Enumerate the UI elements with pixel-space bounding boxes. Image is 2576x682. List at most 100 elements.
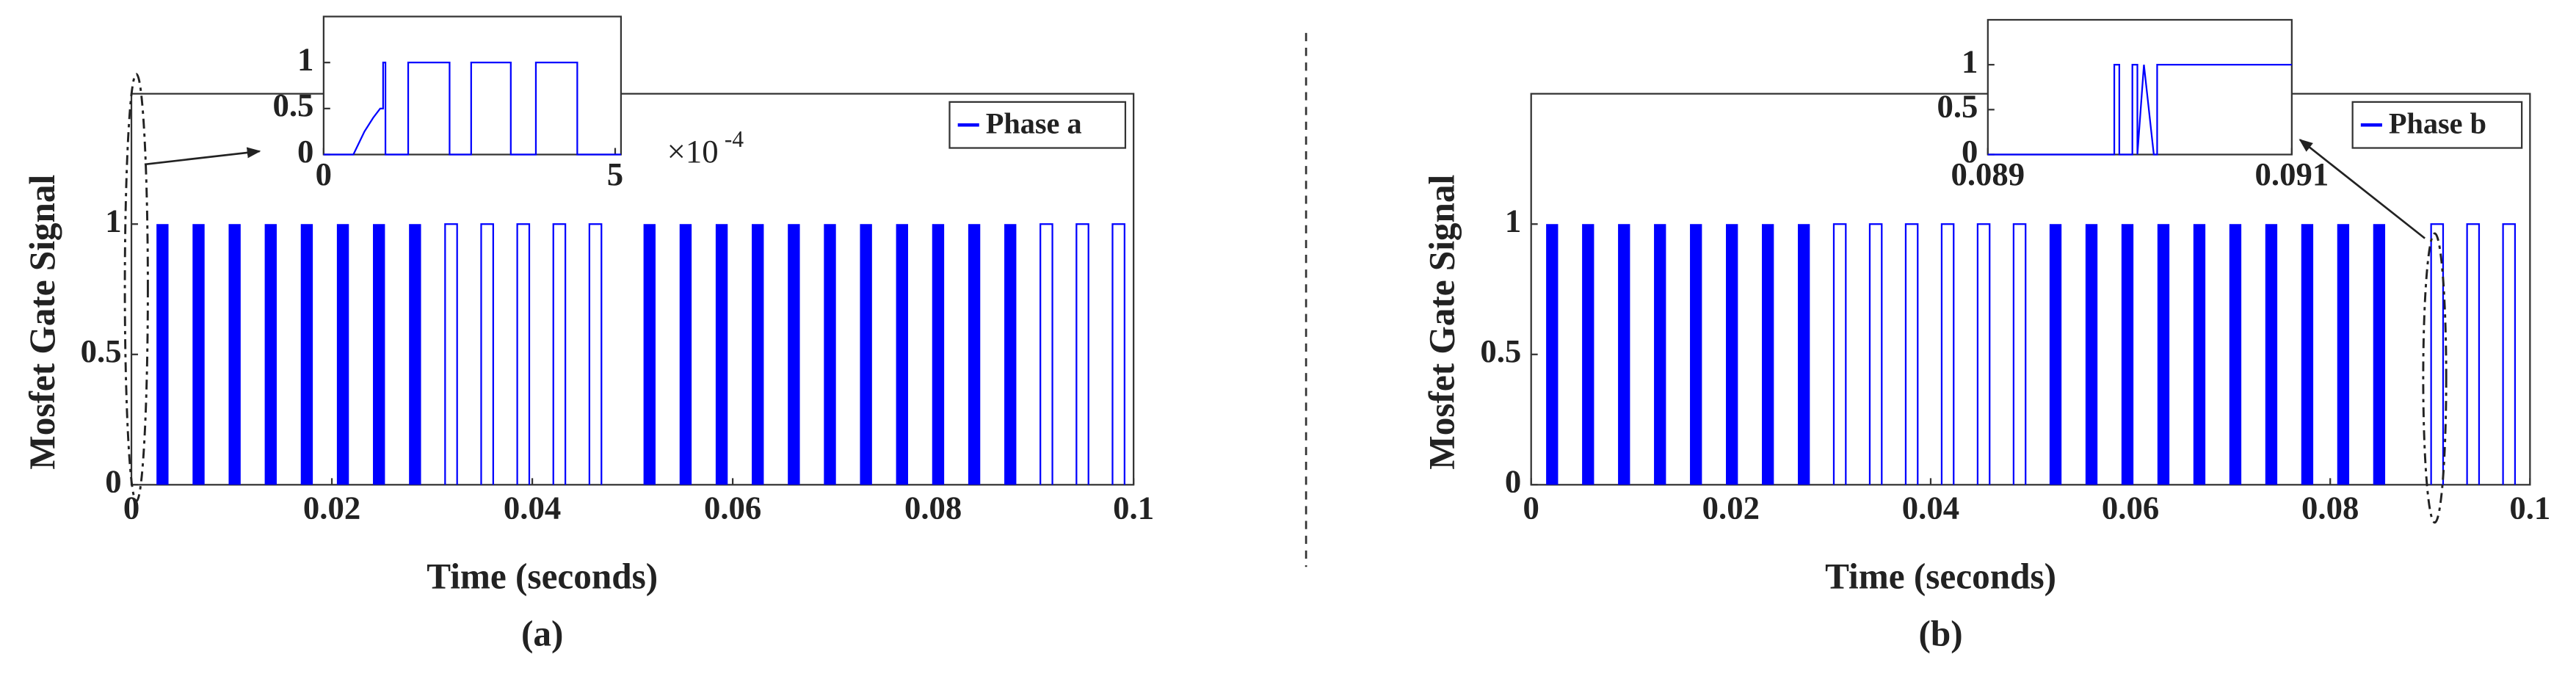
x-tick-label: 0 [1523, 489, 1539, 526]
pulse [1868, 223, 1883, 485]
y-tick-label: 0 [297, 133, 313, 170]
pulse [1690, 224, 1702, 485]
pulse [2301, 224, 2314, 485]
x-tick-label: 0.04 [1902, 489, 1959, 526]
pulse [516, 223, 531, 485]
x-tick-label: 0.06 [704, 489, 761, 526]
pulse [2193, 224, 2206, 485]
pulse [1904, 223, 1919, 485]
x-axis-label: Time (seconds) [427, 556, 658, 596]
pulse [1726, 224, 1738, 485]
pulse [1582, 224, 1594, 485]
pulse [788, 224, 800, 485]
y-tick-label: 0 [105, 463, 121, 500]
x-tick-label: 0 [123, 489, 139, 526]
pulse [156, 224, 169, 485]
pulse [2157, 224, 2170, 485]
pulse [480, 223, 494, 485]
pulse [679, 224, 692, 485]
pulse [336, 224, 349, 485]
y-tick-label: 0 [1962, 133, 1978, 170]
legend-box [948, 101, 1127, 149]
pulse [2265, 224, 2278, 485]
pulse [1654, 224, 1666, 485]
x-tick-label: 0.08 [2301, 489, 2359, 526]
pulse [588, 223, 603, 485]
y-tick-label: 0 [1505, 463, 1521, 500]
pulse [409, 224, 421, 485]
pulse [2337, 224, 2350, 485]
inset-frame [1987, 18, 2293, 156]
pulse [2012, 223, 2027, 485]
pulse [1004, 224, 1017, 485]
x-tick-label: 0.1 [1113, 489, 1154, 526]
inset-line [1987, 64, 2292, 156]
x-tick-label: 0.02 [303, 489, 360, 526]
pulse [2085, 224, 2098, 485]
x-tick-label: 0.02 [1702, 489, 1760, 526]
x-tick-label: 0.06 [2102, 489, 2159, 526]
x-tick-label: 0 [316, 156, 332, 192]
axes-frame [130, 92, 1135, 486]
pulse [860, 224, 872, 485]
pulse [752, 224, 764, 485]
y-tick-label: 1 [1962, 43, 1978, 79]
callout-arrow [144, 147, 261, 166]
x-axis-label: Time (seconds) [1825, 556, 2056, 596]
pulse [932, 224, 945, 485]
pulse [1797, 224, 1810, 485]
pulse [824, 224, 836, 485]
y-tick-label: 1 [105, 203, 121, 239]
pulse [2466, 223, 2481, 485]
y-tick-label: 0.5 [81, 333, 122, 369]
pulse [264, 224, 277, 485]
x-tick-label: 0.089 [1951, 156, 2025, 192]
legend-label: Phase a [986, 107, 1082, 140]
y-tick-label: 0.5 [1937, 88, 1978, 125]
legend-label: Phase b [2389, 107, 2486, 140]
pulse [2049, 224, 2062, 485]
callout-arrow [2299, 139, 2426, 239]
y-axis-label: Mosfet Gate Signal [1422, 175, 1462, 470]
pulse [643, 224, 656, 485]
pulse [1546, 224, 1559, 485]
pulse [1762, 224, 1774, 485]
pulse [228, 224, 241, 485]
pulse [715, 224, 728, 485]
y-tick-label: 1 [1505, 203, 1521, 239]
pulse [2373, 224, 2386, 485]
x-exponent-power: -4 [725, 126, 744, 152]
y-axis-label: Mosfet Gate Signal [22, 175, 62, 470]
pulse [2430, 223, 2445, 485]
x-exponent-base: ×10 [667, 133, 719, 170]
panel-label: (b) [1918, 614, 1962, 654]
pulse [1976, 223, 1991, 485]
pulse [373, 224, 385, 485]
pulse [1040, 223, 1053, 485]
pulse [192, 224, 205, 485]
y-tick-label: 0.5 [272, 87, 313, 123]
y-tick-label: 1 [297, 40, 313, 77]
pulse [1832, 223, 1847, 485]
pulse [968, 224, 981, 485]
x-tick-label: 0.04 [504, 489, 561, 526]
pulse [300, 224, 313, 485]
y-tick-label: 0.5 [1480, 333, 1521, 369]
pulse [1940, 223, 1955, 485]
inset-frame [322, 15, 623, 156]
pulse [2121, 224, 2134, 485]
pulse [2502, 223, 2517, 485]
pulse [444, 223, 458, 485]
inset-line [323, 62, 621, 156]
x-tick-label: 5 [607, 156, 623, 192]
pulse [552, 223, 567, 485]
panel-label: (a) [521, 614, 563, 654]
pulse [2229, 224, 2242, 485]
x-tick-label: 0.08 [904, 489, 962, 526]
x-tick-label: 0.091 [2255, 156, 2329, 192]
pulse [1618, 224, 1630, 485]
pulse [1111, 223, 1125, 485]
pulse [896, 224, 908, 485]
x-tick-label: 0.1 [2509, 489, 2550, 526]
